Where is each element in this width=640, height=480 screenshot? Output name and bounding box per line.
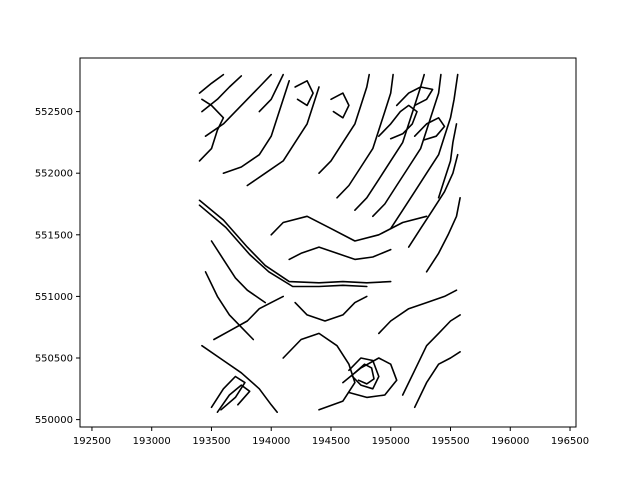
contour-line-32 [294, 295, 368, 322]
contour-line-8 [354, 363, 375, 385]
y-tick-label: 552500 [35, 107, 73, 118]
contour-line-2 [201, 344, 279, 414]
contour-line-35 [437, 123, 458, 199]
contour-line-20 [318, 73, 371, 174]
contour-line-3 [210, 375, 246, 411]
y-tick-label: 551500 [35, 230, 73, 241]
contour-line-26 [425, 197, 461, 273]
contour-line-18 [198, 73, 225, 94]
x-tick-label: 194500 [312, 436, 350, 447]
contour-line-12 [413, 350, 461, 409]
x-axis: 192500 193000 193500 194000 194500 195000 1955… [73, 427, 589, 447]
y-tick-label: 552000 [35, 169, 73, 180]
contour-line-10 [377, 289, 458, 335]
contour-line-25 [407, 153, 459, 248]
contour-line-13 [270, 215, 428, 242]
y-tick-label: 550500 [35, 354, 73, 365]
axes-frame [79, 57, 577, 428]
contour-line-7 [348, 357, 380, 390]
contour-line-33 [204, 270, 255, 341]
x-tick-label: 195500 [431, 436, 469, 447]
x-tick-label: 192500 [73, 436, 111, 447]
contour-line-17 [201, 75, 243, 113]
x-tick-label: 193500 [192, 436, 230, 447]
contour-line-9 [342, 357, 398, 399]
x-tick-label: 196000 [491, 436, 529, 447]
contour-lines [198, 73, 461, 414]
y-tick-label: 550000 [35, 415, 73, 426]
contour-line-34 [210, 240, 267, 304]
contour-line-0 [198, 199, 392, 284]
contour-line-28 [395, 86, 434, 107]
contour-line-14 [222, 80, 291, 174]
contour-line-19 [198, 98, 225, 162]
x-tick-label: 193000 [133, 436, 171, 447]
contour-line-23 [371, 73, 442, 218]
y-axis: 550000 550500 551000 551500 552000 552500 [35, 107, 80, 426]
contour-line-5 [213, 295, 285, 341]
contour-line-4 [216, 384, 251, 414]
contour-line-15 [246, 86, 320, 187]
contour-line-11 [401, 314, 461, 396]
contour-line-21 [336, 73, 394, 199]
contour-line-24 [389, 73, 459, 230]
y-tick-label: 551000 [35, 292, 73, 303]
contour-line-1 [198, 204, 368, 288]
x-tick-label: 194000 [252, 436, 290, 447]
contour-line-29 [413, 117, 446, 141]
contour-line-6 [282, 332, 356, 411]
contour-line-27 [377, 104, 418, 140]
contour-line-36 [258, 73, 285, 113]
contour-line-31 [288, 246, 392, 261]
contour-line-30 [330, 92, 350, 119]
contour-line-37 [294, 80, 314, 107]
contour-line-16 [204, 73, 273, 137]
x-tick-label: 196500 [551, 436, 589, 447]
x-tick-label: 195000 [372, 436, 410, 447]
contour-line-22 [354, 73, 426, 211]
